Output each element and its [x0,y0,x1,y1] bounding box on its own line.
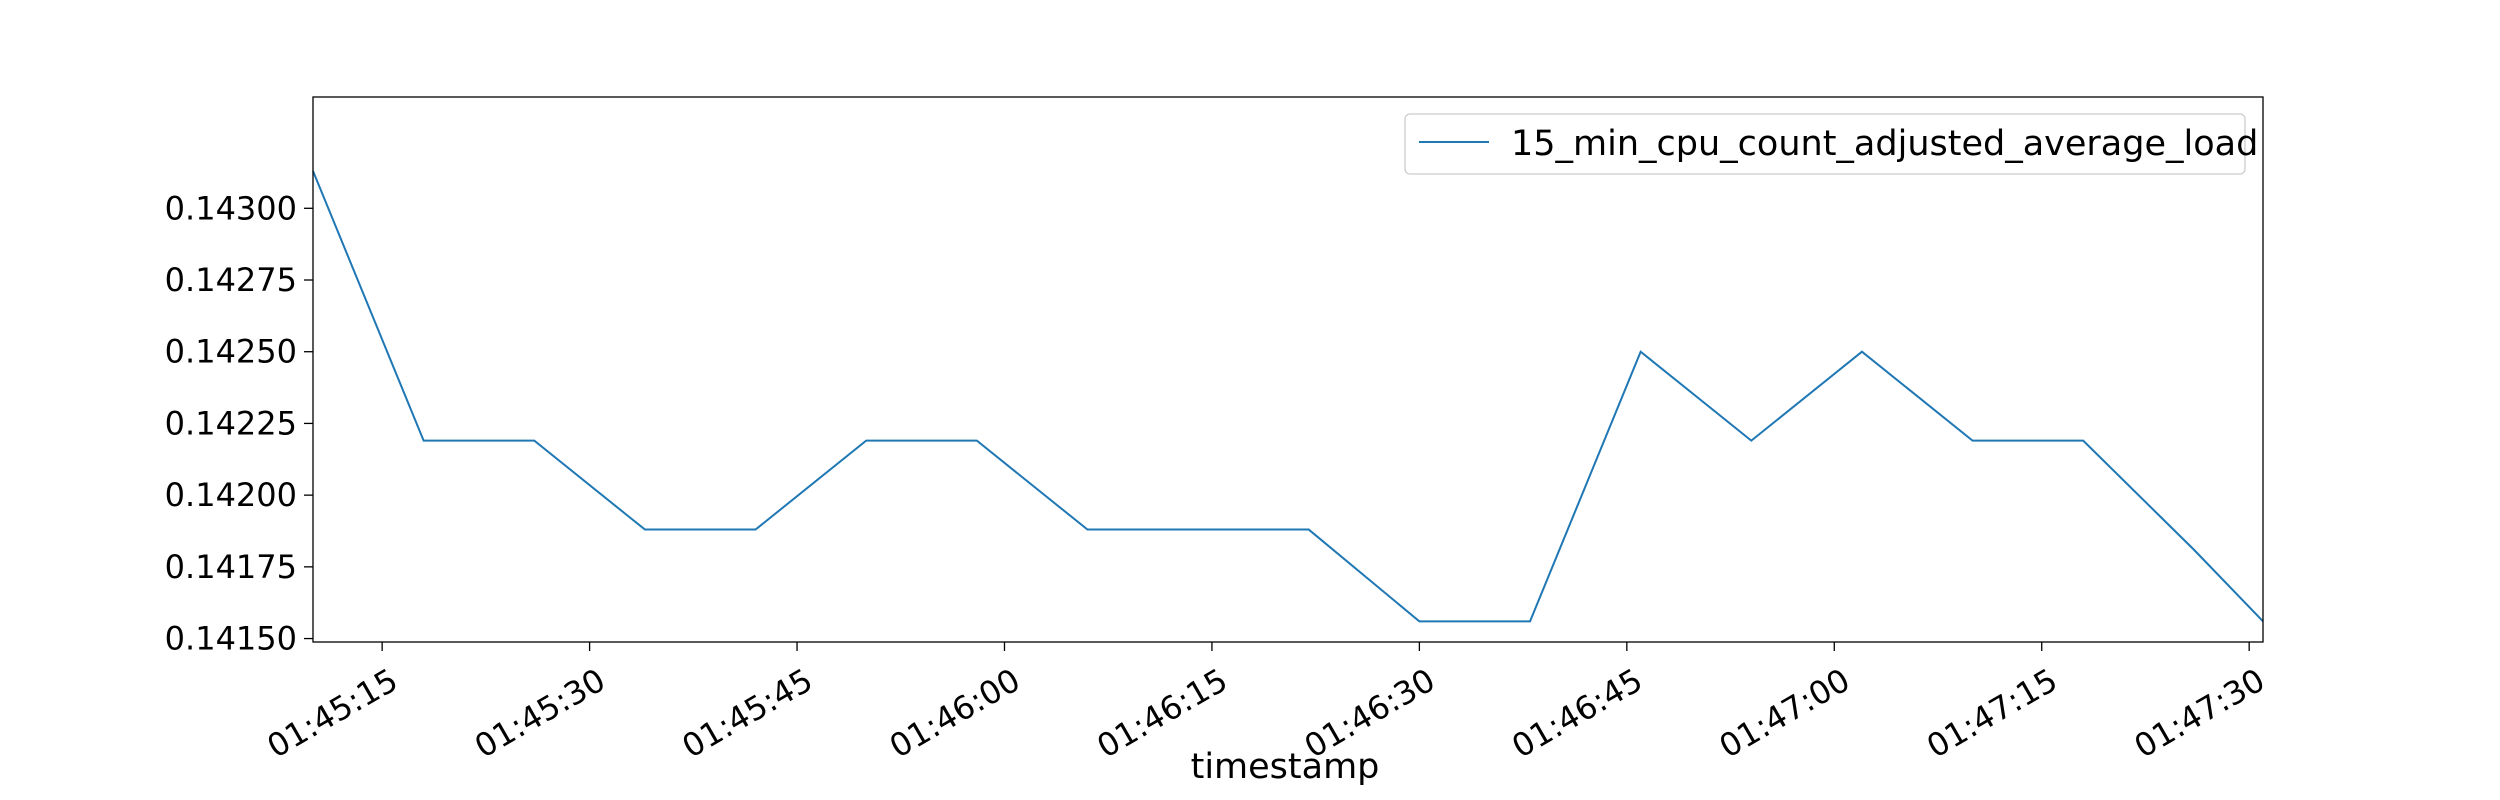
y-tick-label: 0.14225 [165,404,297,442]
x-tick-label: 01:45:15 [261,661,404,766]
x-tick-label: 01:45:30 [468,661,611,766]
y-tick-label: 0.14200 [165,476,297,514]
legend-label: 15_min_cpu_count_adjusted_average_load [1511,124,2258,164]
x-axis-label: timestamp [1191,747,1380,787]
y-axis: 0.14150 0.14175 0.14200 0.14225 0.14250 0.142… [165,189,313,658]
x-tick-label: 01:45:45 [676,661,819,766]
plot-frame [312,96,2264,643]
y-tick-label: 0.14300 [165,189,297,227]
y-tick-label: 0.14250 [165,333,297,371]
series-line [312,170,2264,623]
x-tick-label: 01:46:45 [1505,661,1648,766]
x-tick-label: 01:47:00 [1713,661,1856,766]
y-tick-label: 0.14175 [165,548,297,586]
x-tick-label: 01:47:30 [2128,661,2271,766]
plot-area [313,97,2263,642]
legend-box [1404,113,2246,175]
y-tick-label: 0.14275 [165,261,297,299]
x-tick-label: 01:47:15 [1920,661,2063,766]
legend: 15_min_cpu_count_adjusted_average_load [1404,113,2258,175]
x-tick-label: 01:46:00 [883,661,1026,766]
y-tick-label: 0.14150 [165,620,297,658]
series-layer [312,170,2264,623]
